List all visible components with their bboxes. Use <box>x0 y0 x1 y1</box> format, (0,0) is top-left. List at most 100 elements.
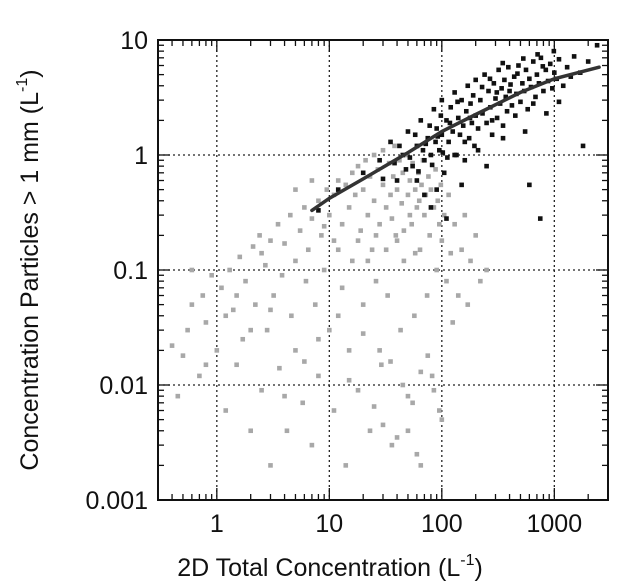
scatter-point-black <box>403 167 409 172</box>
scatter-point-black <box>410 163 415 169</box>
scatter-point-black <box>521 56 526 61</box>
scatter-point-gray <box>433 167 438 172</box>
scatter-point-black <box>478 97 483 103</box>
tick-labels: 1 10 100 1000 0.001 0.01 0.1 1 10 <box>85 27 582 538</box>
scatter-point-black <box>420 147 426 153</box>
scatter-point-gray <box>223 408 229 413</box>
scatter-point-gray <box>293 187 298 192</box>
scatter-point-black <box>459 97 464 103</box>
scatter-point-black <box>444 118 449 123</box>
scatter-point-black <box>433 139 438 145</box>
scatter-point-black <box>502 77 507 83</box>
scatter-point-black <box>479 84 485 90</box>
scatter-point-gray <box>180 353 186 358</box>
scatter-point-black <box>377 157 382 163</box>
scatter-point-gray <box>429 373 435 379</box>
scatter-point-gray <box>355 238 361 243</box>
scatter-point-gray <box>446 192 451 198</box>
scatter-point-black <box>494 90 500 95</box>
scatter-point-black <box>422 157 427 163</box>
scatter-point-gray <box>383 205 389 210</box>
scatter-point-gray <box>462 212 468 218</box>
scatter-point-gray <box>309 442 315 448</box>
scatter-point-gray <box>397 157 402 163</box>
scatter-point-black <box>530 101 536 106</box>
scatter-point-black <box>534 72 540 77</box>
scatter-point-gray <box>355 163 361 169</box>
scatter-point-gray <box>383 247 389 253</box>
scatter-point-gray <box>431 387 437 393</box>
scatter-point-black <box>414 178 420 183</box>
scatter-point-black <box>455 115 461 121</box>
scatter-point-gray <box>394 435 400 440</box>
scatter-point-gray <box>409 221 415 227</box>
scatter-point-gray <box>293 348 298 353</box>
scatter-point-gray <box>346 205 352 210</box>
scatter-point-gray <box>240 336 246 342</box>
scatter-point-black <box>445 155 450 160</box>
scatter-point-gray <box>365 212 371 218</box>
scatter-point-black <box>547 61 553 67</box>
scatter-point-gray <box>365 258 371 264</box>
scatter-point-black <box>489 118 495 123</box>
grid <box>158 39 608 501</box>
scatter-point-black <box>515 71 520 76</box>
scatter-point-gray <box>321 267 327 273</box>
scatter-points <box>169 42 600 468</box>
scatter-point-gray <box>250 244 256 249</box>
scatter-point-black <box>469 120 475 126</box>
scatter-point-gray <box>321 223 327 229</box>
tick-marks <box>157 39 609 501</box>
scatter-point-black <box>509 103 515 108</box>
scatter-point-black <box>482 72 487 77</box>
scatter-point-gray <box>219 285 224 291</box>
scatter-point-black <box>360 170 366 176</box>
scatter-point-black <box>541 88 546 94</box>
scatter-point-black <box>473 77 478 83</box>
scatter-point-gray <box>316 336 321 342</box>
scatter-point-black <box>423 141 429 147</box>
scatter-point-gray <box>468 258 473 264</box>
scatter-point-gray <box>407 178 413 183</box>
scatter-point-gray <box>358 228 363 233</box>
scatter-point-gray <box>234 362 239 368</box>
scatter-point-gray <box>312 302 318 307</box>
scatter-point-gray <box>288 212 293 218</box>
scatter-point-gray <box>473 233 478 238</box>
scatter-point-black <box>463 108 469 114</box>
scatter-point-black <box>470 93 476 98</box>
scatter-point-gray <box>263 262 268 268</box>
scatter-point-gray <box>401 228 407 233</box>
scatter-point-gray <box>435 198 441 204</box>
scatter-point-gray <box>417 247 423 253</box>
scatter-point-gray <box>484 267 489 273</box>
scatter-point-black <box>462 139 468 145</box>
scatter-point-black <box>412 132 418 138</box>
scatter-point-black <box>530 59 536 64</box>
scatter-point-gray <box>200 293 206 298</box>
scatter-point-black <box>500 60 506 66</box>
scatter-point-black <box>422 192 427 198</box>
x-axis-title: 2D Total Concentration (L-1) <box>177 552 483 582</box>
scatter-point-gray <box>243 278 248 284</box>
scatter-point-black <box>460 123 466 128</box>
scatter-point-gray <box>349 258 355 264</box>
scatter-point-black <box>405 129 411 134</box>
scatter-point-black <box>556 99 562 105</box>
scatter-point-black <box>438 113 444 118</box>
scatter-point-black <box>525 106 531 112</box>
scatter-point-gray <box>418 369 424 375</box>
scatter-point-black <box>427 123 432 128</box>
scatter-point-black <box>397 143 402 149</box>
scatter-point-gray <box>438 182 444 188</box>
scatter-point-black <box>468 101 473 106</box>
scatter-point-gray <box>465 302 471 307</box>
scatter-point-gray <box>331 408 337 413</box>
scatter-point-black <box>484 120 489 126</box>
scatter-point-gray <box>237 254 243 260</box>
scatter-point-gray <box>189 302 195 307</box>
scatter-point-gray <box>371 404 377 409</box>
scatter-point-gray <box>331 238 337 243</box>
scatter-point-black <box>522 129 528 134</box>
scatter-point-gray <box>398 327 403 333</box>
